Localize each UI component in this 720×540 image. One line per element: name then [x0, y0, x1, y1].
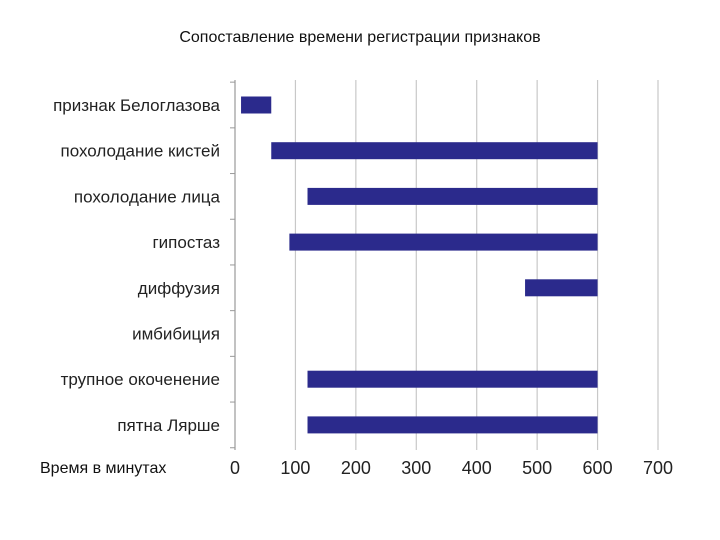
bar	[307, 416, 598, 434]
x-tick-label: 500	[522, 458, 552, 478]
x-tick-label: 300	[401, 458, 431, 478]
grid-lines	[294, 80, 659, 450]
bar	[525, 279, 598, 297]
category-label: похолодание кистей	[61, 142, 220, 161]
category-label: имбибиция	[132, 325, 220, 344]
category-label: пятна Лярше	[117, 416, 220, 435]
bar	[307, 370, 598, 388]
category-label: трупное окоченение	[61, 370, 220, 389]
x-tick-label: 400	[462, 458, 492, 478]
x-tick-label: 600	[583, 458, 613, 478]
bar	[241, 96, 272, 114]
bar	[271, 142, 598, 160]
x-tick-label: 200	[341, 458, 371, 478]
category-label: признак Белоглазова	[53, 96, 220, 115]
x-axis-label: Время в минутах	[40, 460, 166, 477]
x-tick-label: 700	[643, 458, 673, 478]
bars	[241, 96, 598, 434]
y-axis	[230, 80, 236, 450]
bar	[289, 233, 598, 251]
x-tick-label: 0	[230, 458, 240, 478]
bar	[307, 187, 598, 205]
category-label: диффузия	[138, 279, 220, 298]
chart-title: Сопоставление времени регистрации призна…	[179, 29, 540, 46]
category-label: похолодание лица	[74, 187, 221, 206]
category-labels: признак Белоглазова похолодание кистей пох…	[53, 96, 220, 435]
x-tick-labels: 0 100 200 300 400 500 600 700	[230, 458, 673, 478]
x-tick-label: 100	[280, 458, 310, 478]
category-label: гипостаз	[152, 233, 220, 252]
